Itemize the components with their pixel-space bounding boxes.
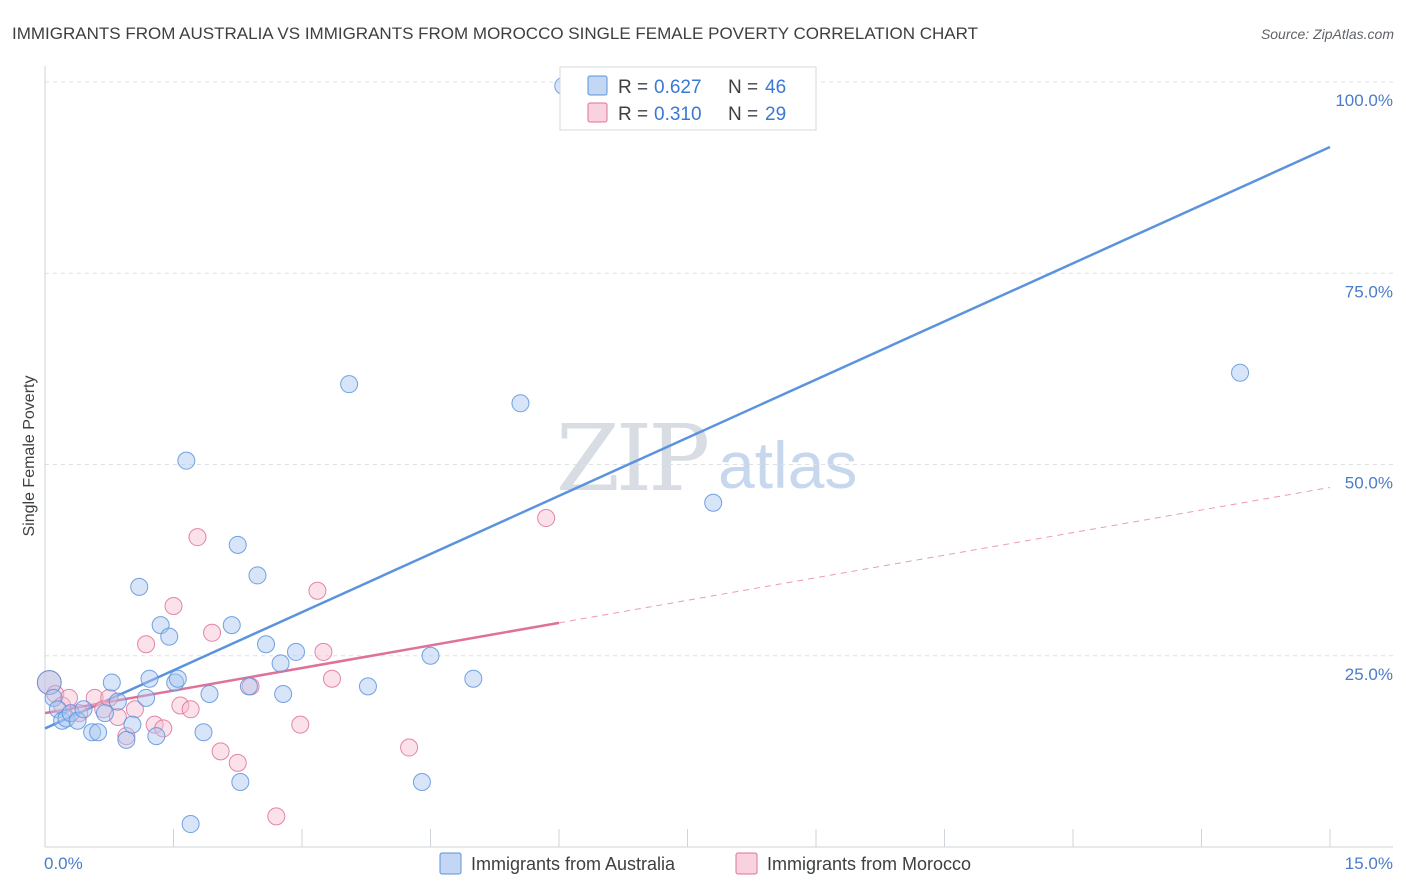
bottom-legend-swatch-australia: [439, 852, 462, 875]
point-australia-41: [511, 394, 530, 413]
point-morocco-12: [145, 715, 164, 734]
point-morocco-14: [164, 597, 183, 616]
bottom-legend-swatch-morocco: [735, 852, 758, 875]
trend-line-0: [44, 145, 1331, 730]
legend-n-label-morocco: N =: [728, 104, 758, 125]
point-australia-1: [44, 688, 63, 707]
point-morocco-25: [314, 642, 333, 661]
point-australia-22: [168, 669, 187, 688]
point-australia-32: [257, 635, 276, 654]
trend-line-1: [44, 621, 560, 715]
point-australia-28: [228, 535, 247, 554]
point-australia-26: [200, 685, 219, 703]
point-morocco-20: [228, 753, 247, 772]
point-australia-0: [36, 670, 62, 695]
legend-r-value-morocco: 0.310: [654, 104, 702, 125]
point-australia-44: [704, 493, 723, 512]
watermark: ZIP atlas: [556, 405, 857, 512]
point-australia-11: [102, 673, 121, 692]
point-australia-9: [89, 723, 108, 742]
point-morocco-13: [154, 719, 173, 738]
data-points: [36, 76, 1250, 834]
point-australia-20: [160, 627, 179, 646]
point-australia-16: [137, 688, 156, 707]
point-australia-15: [130, 577, 149, 596]
legend-swatch-australia: [587, 75, 608, 96]
y-tick-label-0: 25.0%: [1345, 665, 1393, 684]
point-morocco-26: [322, 669, 341, 688]
legend: R = 0.627 N = 46 R = 0.310 N = 29: [559, 66, 817, 131]
legend-n-label-australia: N =: [728, 77, 758, 98]
axes: [44, 66, 1393, 848]
point-australia-30: [239, 677, 258, 696]
legend-r-label-australia: R =: [618, 77, 648, 98]
point-australia-25: [194, 723, 213, 742]
y-tick-labels: 25.0% 50.0% 75.0% 100.0%: [1335, 91, 1393, 684]
chart-source: Source: ZipAtlas.com: [1261, 26, 1394, 42]
point-australia-14: [123, 715, 142, 734]
point-morocco-15: [171, 696, 190, 715]
bottom-legend-label-australia: Immigrants from Australia: [471, 854, 676, 874]
point-australia-12: [108, 692, 127, 711]
bottom-legend-label-morocco: Immigrants from Morocco: [767, 854, 971, 874]
trend-lines: [44, 145, 1331, 730]
point-australia-7: [74, 700, 93, 719]
point-morocco-17: [188, 528, 207, 547]
point-australia-45: [1231, 363, 1250, 382]
point-australia-31: [248, 566, 267, 585]
point-australia-10: [95, 704, 114, 723]
watermark-atlas: atlas: [718, 428, 857, 502]
bottom-legend: Immigrants from Australia Immigrants fro…: [439, 852, 971, 875]
point-morocco-3: [59, 688, 78, 707]
point-australia-8: [83, 723, 102, 742]
point-australia-37: [358, 677, 377, 696]
chart-title: IMMIGRANTS FROM AUSTRALIA VS IMMIGRANTS …: [12, 24, 978, 43]
trend-line-dashed-1: [558, 486, 1331, 624]
point-australia-36: [340, 375, 359, 394]
x-tick-label-max: 15.0%: [1345, 854, 1393, 873]
y-axis-title: Single Female Poverty: [21, 376, 38, 537]
legend-n-value-australia: 46: [765, 77, 786, 98]
point-morocco-22: [267, 807, 286, 826]
point-morocco-9: [117, 727, 136, 746]
point-australia-38: [412, 772, 431, 791]
point-morocco-19: [211, 742, 230, 761]
y-tick-label-2: 75.0%: [1345, 282, 1393, 301]
point-australia-24: [181, 815, 200, 834]
point-morocco-28: [537, 509, 556, 528]
point-australia-34: [274, 685, 293, 703]
point-australia-33: [271, 654, 290, 673]
legend-r-value-australia: 0.627: [654, 77, 702, 98]
point-australia-29: [231, 772, 250, 791]
point-morocco-18: [203, 623, 222, 642]
point-australia-35: [287, 642, 306, 661]
point-australia-13: [117, 730, 136, 749]
gridlines: [45, 81, 1393, 657]
point-australia-40: [464, 669, 483, 688]
watermark-zip: ZIP: [556, 405, 707, 512]
x-tick-label-min: 0.0%: [44, 854, 83, 873]
point-australia-18: [147, 727, 166, 746]
point-morocco-11: [137, 635, 156, 654]
point-morocco-10: [125, 700, 144, 719]
point-australia-17: [140, 669, 159, 688]
point-australia-39: [421, 646, 440, 665]
point-morocco-27: [400, 738, 419, 757]
point-morocco-16: [181, 700, 200, 719]
legend-n-value-morocco: 29: [765, 104, 786, 125]
legend-r-label-morocco: R =: [618, 104, 648, 125]
point-morocco-24: [308, 581, 327, 600]
point-australia-27: [222, 616, 241, 635]
point-australia-6: [68, 711, 87, 730]
point-morocco-23: [291, 715, 310, 734]
y-tick-label-1: 50.0%: [1345, 474, 1393, 493]
y-tick-label-3: 100.0%: [1335, 91, 1393, 110]
point-australia-23: [177, 451, 196, 470]
legend-swatch-morocco: [587, 102, 608, 123]
